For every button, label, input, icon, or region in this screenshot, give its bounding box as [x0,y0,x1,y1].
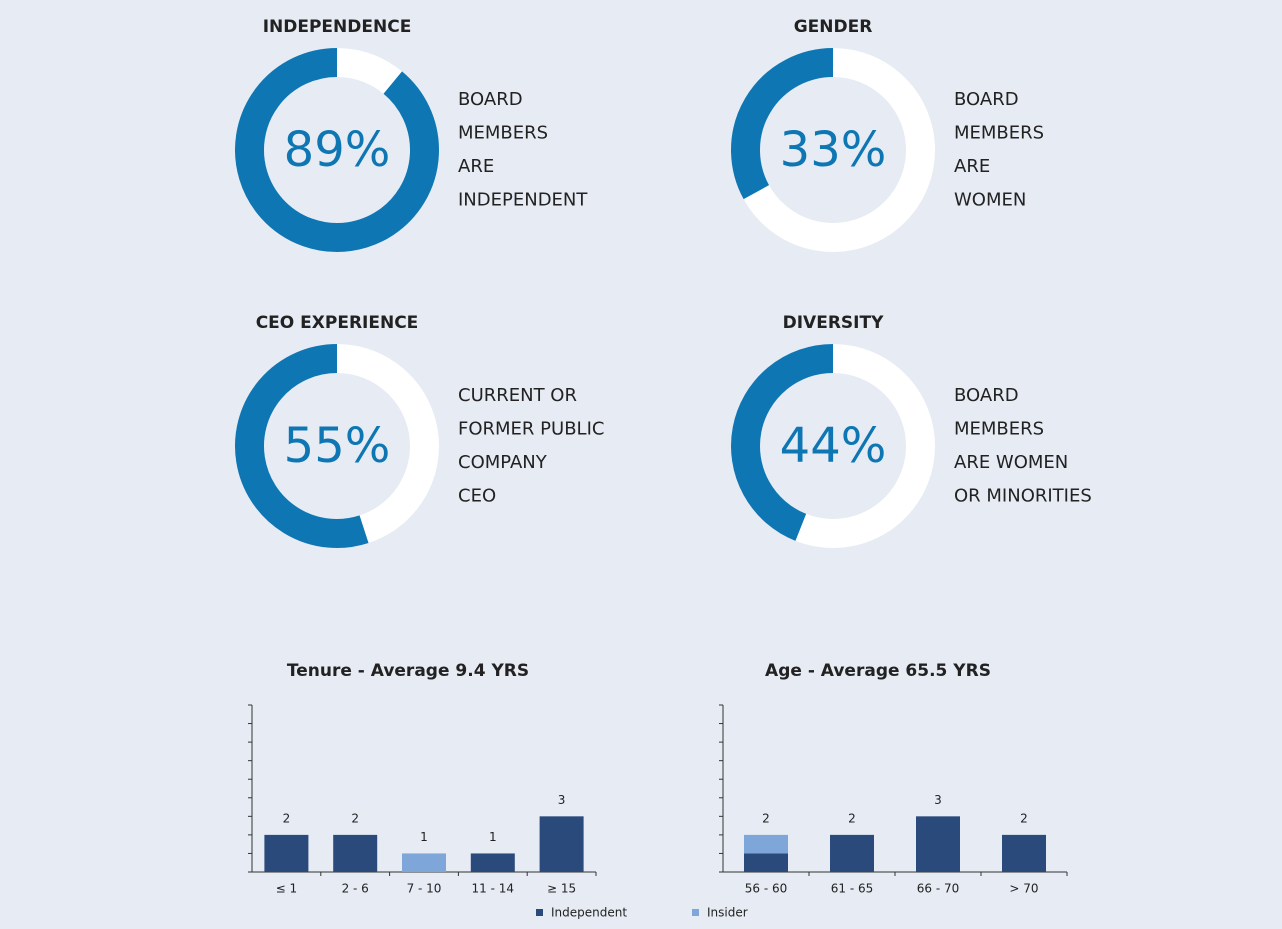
donut-segment [235,344,369,548]
donut-caption: CURRENT OR [458,385,577,406]
donut-caption: BOARD [458,89,523,110]
donut-value: 89% [284,122,391,178]
bar-segment [830,834,874,872]
x-tick-label: ≤ 1 [276,882,298,896]
donut-caption: ARE WOMEN [954,452,1068,473]
bar-segment [402,853,446,872]
legend-swatch [536,909,543,916]
donut-title: INDEPENDENCE [263,17,412,37]
donut-caption: BOARD [954,89,1019,110]
donut-caption: CEO [458,486,496,507]
donut-segment [235,48,439,252]
donut-title: GENDER [794,17,873,37]
legend-label: Independent [551,906,627,920]
bar-segment [470,853,515,872]
donut-caption: MEMBERS [458,123,548,144]
x-tick-label: ≥ 15 [547,882,576,896]
donut-caption: BOARD [954,385,1019,406]
x-tick-label: 56 - 60 [745,882,788,896]
donut-segment [731,48,834,200]
bar-value-label: 2 [1020,811,1028,825]
bar-segment [1002,834,1046,872]
donut-segment [731,344,834,541]
legend-label: Insider [707,906,748,920]
bar-segment [539,816,584,872]
bar-title: Tenure - Average 9.4 YRS [287,661,529,681]
bar-value-label: 3 [558,793,566,807]
donut-caption: MEMBERS [954,123,1044,144]
x-tick-label: 7 - 10 [407,882,442,896]
bar-value-label: 1 [489,830,497,844]
donut-caption: MEMBERS [954,419,1044,440]
bar-segment [916,816,960,872]
x-tick-label: 11 - 14 [472,882,515,896]
donut-caption: INDEPENDENT [458,190,588,211]
bar-segment [744,853,788,872]
x-tick-label: 61 - 65 [831,882,874,896]
bar-value-label: 2 [762,811,770,825]
donut-caption: OR MINORITIES [954,486,1092,507]
donut-caption: FORMER PUBLIC [458,419,604,440]
donut-value: 33% [780,122,887,178]
bar-title: Age - Average 65.5 YRS [765,661,991,681]
x-tick-label: 66 - 70 [917,882,960,896]
donut-caption: COMPANY [458,452,548,473]
bar-value-label: 2 [283,811,291,825]
bar-value-label: 1 [420,830,428,844]
bar-value-label: 3 [934,793,942,807]
bar-segment [264,834,309,872]
donut-title: CEO EXPERIENCE [256,313,419,333]
donut-caption: ARE [458,156,494,177]
donut-title: DIVERSITY [783,313,884,333]
bar-segment [333,834,378,872]
donut-caption: ARE [954,156,990,177]
x-tick-label: > 70 [1009,882,1038,896]
x-tick-label: 2 - 6 [342,882,369,896]
donut-value: 55% [284,418,391,474]
legend-swatch [692,909,699,916]
donut-caption: WOMEN [954,190,1026,211]
bar-value-label: 2 [848,811,856,825]
bar-value-label: 2 [351,811,359,825]
donut-value: 44% [780,418,887,474]
bar-segment [744,834,788,854]
